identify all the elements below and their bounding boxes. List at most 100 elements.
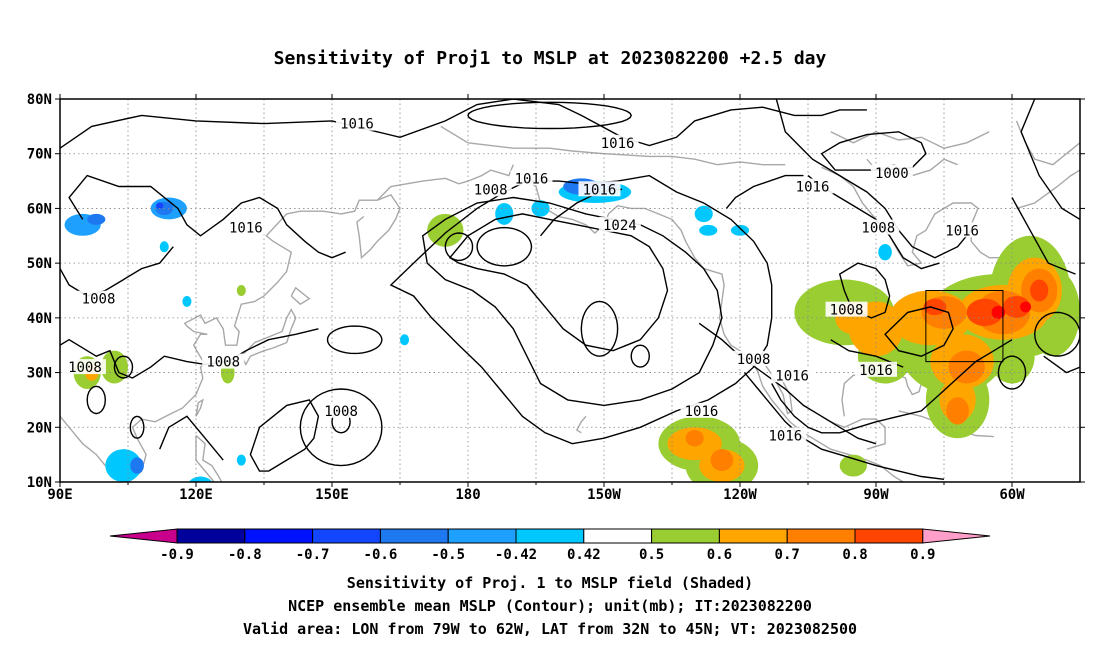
sensitivity-patch — [1030, 279, 1049, 302]
colorbar-tick-label: -0.42 — [495, 547, 537, 563]
contour-line — [630, 344, 651, 368]
contour-label: 1008 — [324, 404, 358, 420]
contour-label-bg — [732, 350, 775, 366]
sensitivity-patch — [400, 334, 410, 346]
plot-frame — [59, 98, 1081, 483]
sensitivity-patch — [923, 298, 947, 316]
y-tick-label: 80N — [27, 92, 52, 108]
colorbar-tick-label: -0.9 — [160, 547, 194, 563]
contour-line — [60, 246, 174, 297]
colorbar-tick-label: 0.7 — [775, 547, 800, 563]
contour-line — [1020, 99, 1080, 220]
contour-label: 1008 — [82, 292, 116, 308]
contour-label: 1016 — [340, 117, 374, 133]
sensitivity-patch — [948, 350, 985, 384]
sensitivity-patch — [236, 285, 246, 296]
contour-line — [159, 415, 224, 461]
contour-label: 1008 — [68, 360, 102, 376]
y-tick-label: 60N — [27, 201, 52, 217]
contour-label: 1016 — [515, 171, 549, 187]
note-shaded: Sensitivity of Proj. 1 to MSLP field (Sh… — [346, 574, 754, 592]
sensitivity-patch — [130, 457, 144, 474]
contour-line — [249, 399, 320, 472]
coastline — [830, 131, 990, 149]
contour-line — [771, 339, 1013, 434]
coastline — [440, 125, 786, 166]
contour-line — [421, 196, 723, 407]
contour-label-bg — [510, 170, 553, 186]
coastline — [195, 398, 204, 417]
colorbar-segment — [447, 528, 517, 544]
sensitivity-patch — [878, 243, 892, 261]
contour-line — [1033, 311, 1080, 357]
contour-label: 1008 — [861, 221, 895, 237]
axes: 90E 120E 150E 180 150W 120W 90W 60W 10N 20N 30N 40N… — [27, 92, 1085, 503]
contour-line — [60, 99, 867, 149]
colorbar-tick-label: -0.8 — [228, 547, 262, 563]
map-layer — [60, 120, 1080, 482]
contour-label: 1016 — [768, 428, 802, 444]
sensitivity-patch — [105, 449, 142, 482]
colorbar-segment — [583, 528, 653, 544]
contour-line — [113, 355, 134, 379]
sensitivity-patch — [966, 298, 1003, 327]
sensitivity-patch — [182, 295, 192, 307]
contour-label-bg — [941, 222, 984, 238]
colorbar-tick-label: 0.9 — [910, 547, 935, 563]
sensitivity-patch — [495, 202, 514, 225]
contour-line — [838, 262, 891, 319]
coastline — [1016, 169, 1080, 210]
x-tick-label: 90E — [47, 487, 72, 503]
contour-label-bg — [224, 219, 267, 235]
contour-line — [299, 388, 383, 467]
sensitivity-patch — [991, 305, 1006, 319]
contour-label-bg — [335, 115, 378, 131]
sensitivity-patch — [159, 241, 169, 253]
colorbar-segment — [244, 528, 314, 544]
valid-area-box — [925, 290, 1004, 363]
contour-label-bg — [596, 134, 639, 150]
contour-label: 1008 — [474, 182, 508, 198]
contour-label: 1016 — [945, 223, 979, 239]
sensitivity-patch — [946, 397, 969, 425]
coastline — [60, 193, 401, 482]
contour-line — [1011, 197, 1076, 275]
note-valid-area: Valid area: LON from 79W to 62W, LAT fro… — [242, 620, 858, 638]
x-tick-label: 120W — [723, 487, 757, 503]
sensitivity-patch — [87, 213, 106, 225]
y-tick-label: 70N — [27, 147, 52, 163]
contour-line — [775, 99, 972, 259]
sensitivity-patch — [710, 449, 734, 472]
colorbar-low-extension — [109, 528, 178, 544]
colorbar-tick-label: 0.5 — [639, 547, 664, 563]
coastline — [290, 286, 311, 306]
colorbar-high-extension — [922, 528, 991, 544]
colorbar: -0.9 -0.8 -0.7 -0.6 -0.5 -0.42 0.42 0.5 0.6 0.7 0.… — [109, 528, 991, 563]
colorbar-segment — [854, 528, 924, 544]
sensitivity-patch — [156, 202, 164, 209]
colorbar-tick-label: -0.5 — [431, 547, 465, 563]
sensitivity-patch — [1002, 295, 1031, 318]
y-tick-label: 20N — [27, 420, 52, 436]
colorbar-tick-label: 0.6 — [707, 547, 732, 563]
contour-line — [1043, 355, 1080, 374]
colorbar-tick-label: -0.7 — [296, 547, 330, 563]
contour-label: 1016 — [796, 180, 830, 196]
contour-label-bg — [764, 427, 807, 443]
contour-line — [448, 213, 669, 352]
contour-line — [580, 300, 619, 357]
contour-line — [884, 306, 954, 357]
colorbar-tick-label: -0.6 — [364, 547, 398, 563]
contour-line — [467, 101, 632, 130]
sensitivity-patch — [188, 476, 213, 482]
contour-label-bg — [598, 216, 641, 232]
colorbar-segment — [718, 528, 788, 544]
colorbar-segment — [651, 528, 720, 544]
mslp-contours — [60, 99, 1080, 480]
y-tick-label: 30N — [27, 366, 52, 382]
contour-line — [86, 385, 107, 415]
contour-label-bg — [202, 353, 245, 369]
contour-label-bg — [771, 367, 814, 383]
contour-label-bg — [63, 359, 106, 375]
